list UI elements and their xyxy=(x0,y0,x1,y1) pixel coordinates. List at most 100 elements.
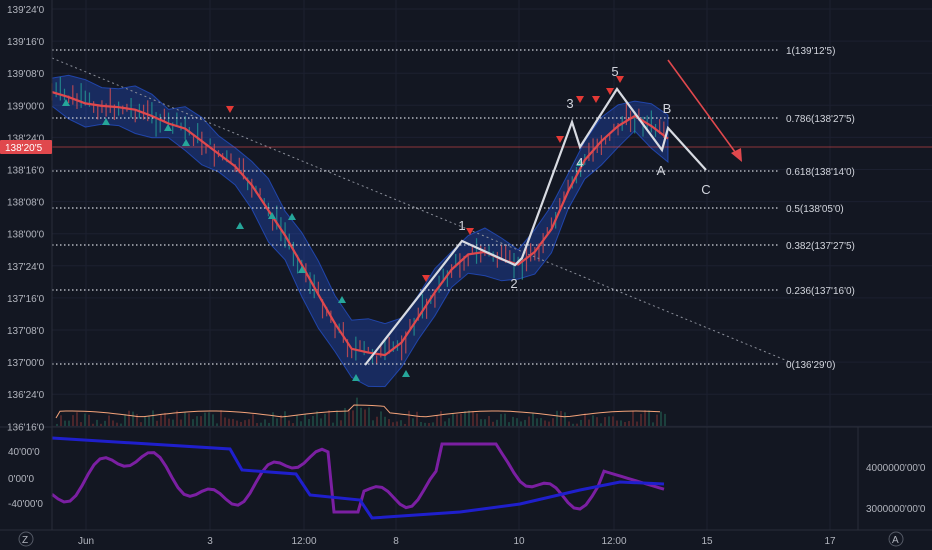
volume-bar xyxy=(600,423,602,426)
buy-marker-icon xyxy=(576,159,584,166)
volume-bar xyxy=(456,414,458,426)
fib-level-label: 1(139'12'5) xyxy=(786,46,835,57)
volume-bar xyxy=(476,413,478,426)
volume-bar xyxy=(568,421,570,426)
price-tick-label: 138'00'0 xyxy=(7,230,45,241)
volume-bar xyxy=(348,409,350,426)
volume-ma-line xyxy=(55,404,661,419)
volume-bar xyxy=(344,407,346,426)
volume-bar xyxy=(400,420,402,426)
volume-bar xyxy=(184,412,186,426)
volume-bar xyxy=(248,419,250,426)
volume-bar xyxy=(548,421,550,426)
volume-bar xyxy=(328,410,330,426)
volume-bar xyxy=(120,423,122,426)
oscillator-tick-label: 40'00'0 xyxy=(8,447,40,458)
volume-bar xyxy=(512,416,514,426)
volume-tick-label: 3000000'00'0 xyxy=(866,504,926,515)
volume-bar xyxy=(176,410,178,426)
volume-bar xyxy=(236,420,238,426)
volume-bar xyxy=(264,419,266,426)
volume-bar xyxy=(160,414,162,426)
time-tick-label: 8 xyxy=(393,536,399,547)
volume-bar xyxy=(336,410,338,426)
buy-marker-icon xyxy=(102,118,110,125)
volume-bar xyxy=(436,415,438,426)
volume-bar xyxy=(224,417,226,426)
volume-bar xyxy=(416,411,418,426)
volume-bar xyxy=(528,416,530,426)
volume-bar xyxy=(552,418,554,426)
volume-bar xyxy=(196,416,198,426)
volume-bar xyxy=(460,413,462,426)
volume-bar xyxy=(284,411,286,426)
auto-scale-icon[interactable]: A xyxy=(888,531,904,547)
volume-bar xyxy=(560,410,562,426)
volume-bar xyxy=(404,423,406,426)
volume-bar xyxy=(200,416,202,426)
volume-bar xyxy=(116,422,118,426)
volume-bar xyxy=(108,415,110,426)
volume-bar xyxy=(408,410,410,426)
time-axis[interactable]: Jun 3 12:00 8 10 12:00 15 17 xyxy=(78,536,836,547)
volume-bar xyxy=(480,419,482,426)
volume-bar xyxy=(288,420,290,426)
volume-bar xyxy=(252,414,254,426)
svg-text:Z: Z xyxy=(22,535,28,546)
volume-bar xyxy=(164,412,166,426)
volume-bar xyxy=(556,410,558,426)
volume-bar xyxy=(356,397,358,426)
buy-marker-icon xyxy=(268,212,276,219)
volume-bar xyxy=(68,420,70,426)
fibonacci-levels: 1(139'12'5) 0.786(138'27'5) 0.618(138'14'0… xyxy=(52,46,855,371)
volume-bar xyxy=(608,416,610,426)
volume-bar xyxy=(576,423,578,426)
volume-bar xyxy=(584,413,586,426)
timezone-icon[interactable]: Z xyxy=(18,531,34,547)
volume-bar xyxy=(300,421,302,426)
volume-bar xyxy=(380,411,382,426)
volume-bar xyxy=(220,410,222,426)
volume-bar xyxy=(112,420,114,426)
volume-bar xyxy=(172,419,174,426)
grid-lines xyxy=(52,0,932,530)
volume-bar xyxy=(292,423,294,426)
wave-labels: 1 2 3 4 5 A B C xyxy=(458,64,710,291)
volume-bar xyxy=(228,418,230,426)
volume-bar xyxy=(656,414,658,426)
volume-bar xyxy=(208,412,210,426)
volume-bar xyxy=(420,421,422,426)
volume-bar xyxy=(464,410,466,426)
price-axis[interactable]: 139'24'0 139'16'0 139'08'0 139'00'0 138'24'0… xyxy=(7,5,45,433)
buy-marker-icon xyxy=(236,222,244,229)
volume-bar xyxy=(360,407,362,426)
volume-bar xyxy=(588,419,590,426)
price-tick-label: 139'00'0 xyxy=(7,101,45,112)
volume-bar xyxy=(156,420,158,426)
buy-marker-icon xyxy=(338,296,346,303)
volume-bar xyxy=(260,422,262,426)
fib-level-label: 0(136'29'0) xyxy=(786,360,835,371)
elliott-wave-path xyxy=(364,87,707,366)
volume-bar xyxy=(392,422,394,426)
volume-bar xyxy=(216,423,218,426)
volume-bar xyxy=(628,421,630,426)
volume-bar xyxy=(632,410,634,426)
sell-marker-icon xyxy=(576,96,584,103)
volume-bar xyxy=(148,415,150,426)
volume-bar xyxy=(384,416,386,426)
volume-bar xyxy=(204,412,206,426)
volume-bar xyxy=(124,414,126,426)
price-tick-label: 137'08'0 xyxy=(7,326,45,337)
volume-bar xyxy=(276,418,278,426)
volume-bar xyxy=(500,414,502,426)
current-price-badge: 138'20'5 xyxy=(0,140,52,154)
oscillator-axis: 40'00'0 0'00'0 -40'00'0 xyxy=(8,447,43,510)
wave-label: 4 xyxy=(576,155,583,170)
volume-bar xyxy=(72,415,74,426)
volume-bar xyxy=(352,410,354,426)
oscillator-tick-label: -40'00'0 xyxy=(8,499,43,510)
price-tick-label: 136'16'0 xyxy=(7,422,45,433)
price-tick-label: 137'24'0 xyxy=(7,262,45,273)
